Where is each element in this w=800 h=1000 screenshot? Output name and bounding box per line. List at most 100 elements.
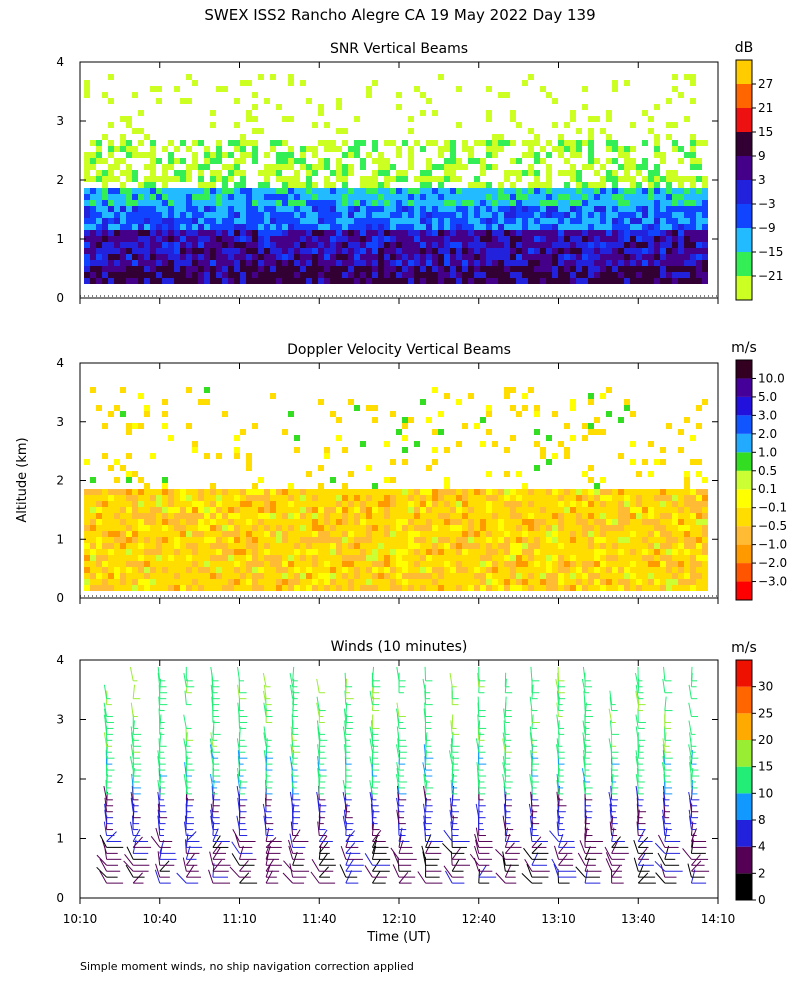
heatmap-cell xyxy=(264,236,270,242)
heatmap-cell xyxy=(414,200,420,206)
heatmap-cell xyxy=(420,146,426,152)
heatmap-cell xyxy=(702,248,708,254)
heatmap-cell xyxy=(594,507,600,513)
heatmap-cell xyxy=(96,158,102,164)
heatmap-cell xyxy=(150,152,156,158)
heatmap-cell xyxy=(396,525,402,531)
heatmap-cell xyxy=(468,501,474,507)
heatmap-cell xyxy=(450,218,456,224)
heatmap-cell xyxy=(672,86,678,92)
heatmap-cell xyxy=(180,194,186,200)
heatmap-cell xyxy=(276,549,282,555)
heatmap-cell xyxy=(396,272,402,278)
heatmap-cell xyxy=(678,537,684,543)
heatmap-cell xyxy=(660,236,666,242)
wind-barb xyxy=(157,666,161,681)
heatmap-cell xyxy=(258,561,264,567)
heatmap-cell xyxy=(540,501,546,507)
heatmap-cell xyxy=(240,519,246,525)
heatmap-cell xyxy=(396,278,402,284)
heatmap-cell xyxy=(684,74,690,80)
wind-barb xyxy=(157,815,161,830)
heatmap-cell xyxy=(606,242,612,248)
heatmap-cell xyxy=(300,200,306,206)
heatmap-cell xyxy=(498,188,504,194)
heatmap-cell xyxy=(120,206,126,212)
heatmap-cell xyxy=(582,164,588,170)
heatmap-cell xyxy=(678,146,684,152)
heatmap-cell xyxy=(150,146,156,152)
heatmap-cell xyxy=(672,254,678,260)
heatmap-cell xyxy=(138,579,144,585)
heatmap-cell xyxy=(150,513,156,519)
heatmap-cell xyxy=(612,543,618,549)
heatmap-cell xyxy=(684,555,690,561)
heatmap-cell xyxy=(642,537,648,543)
heatmap-cell xyxy=(240,561,246,567)
heatmap-cell xyxy=(528,254,534,260)
heatmap-cell xyxy=(198,260,204,266)
heatmap-cell xyxy=(84,519,90,525)
heatmap-cell xyxy=(372,507,378,513)
heatmap-cell xyxy=(702,266,708,272)
heatmap-cell xyxy=(570,549,576,555)
heatmap-cell xyxy=(516,200,522,206)
heatmap-cell xyxy=(402,537,408,543)
heatmap-cell xyxy=(480,573,486,579)
heatmap-cell xyxy=(378,212,384,218)
heatmap-cell xyxy=(210,218,216,224)
wind-barb xyxy=(185,845,191,860)
heatmap-cell xyxy=(192,152,198,158)
heatmap-cell xyxy=(294,543,300,549)
heatmap-cell xyxy=(666,254,672,260)
heatmap-cell xyxy=(198,170,204,176)
heatmap-cell xyxy=(228,254,234,260)
heatmap-cell xyxy=(198,507,204,513)
y-tick-label: 4 xyxy=(56,356,64,370)
heatmap-cell xyxy=(186,585,192,591)
heatmap-cell xyxy=(618,206,624,212)
heatmap-cell xyxy=(114,459,120,465)
heatmap-cell xyxy=(132,218,138,224)
heatmap-cell xyxy=(510,507,516,513)
heatmap-cell xyxy=(240,152,246,158)
heatmap-cell xyxy=(480,206,486,212)
heatmap-cell xyxy=(126,501,132,507)
heatmap-cell xyxy=(264,573,270,579)
heatmap-cell xyxy=(642,513,648,519)
heatmap-cell xyxy=(636,248,642,254)
heatmap-cell xyxy=(702,555,708,561)
heatmap-cell xyxy=(504,489,510,495)
heatmap-cell xyxy=(420,531,426,537)
heatmap-cell xyxy=(126,495,132,501)
colorbar-segment xyxy=(736,228,752,252)
heatmap-cell xyxy=(324,579,330,585)
heatmap-cell xyxy=(174,513,180,519)
heatmap-cell xyxy=(564,573,570,579)
heatmap-cell xyxy=(624,519,630,525)
heatmap-cell xyxy=(324,453,330,459)
heatmap-cell xyxy=(396,543,402,549)
heatmap-cell xyxy=(420,579,426,585)
heatmap-cell xyxy=(552,200,558,206)
heatmap-cell xyxy=(228,555,234,561)
wind-barb xyxy=(316,702,320,717)
heatmap-cell xyxy=(108,465,114,471)
heatmap-cell xyxy=(240,134,246,140)
heatmap-cell xyxy=(606,579,612,585)
heatmap-cell xyxy=(474,272,480,278)
heatmap-cell xyxy=(564,188,570,194)
heatmap-cell xyxy=(450,164,456,170)
heatmap-cell xyxy=(630,206,636,212)
heatmap-cell xyxy=(132,212,138,218)
heatmap-cell xyxy=(246,218,252,224)
heatmap-cell xyxy=(390,254,396,260)
heatmap-cell xyxy=(480,561,486,567)
heatmap-cell xyxy=(546,248,552,254)
heatmap-cell xyxy=(120,272,126,278)
heatmap-cell xyxy=(420,206,426,212)
heatmap-cell xyxy=(252,272,258,278)
heatmap-cell xyxy=(138,194,144,200)
heatmap-cell xyxy=(456,272,462,278)
heatmap-cell xyxy=(660,206,666,212)
